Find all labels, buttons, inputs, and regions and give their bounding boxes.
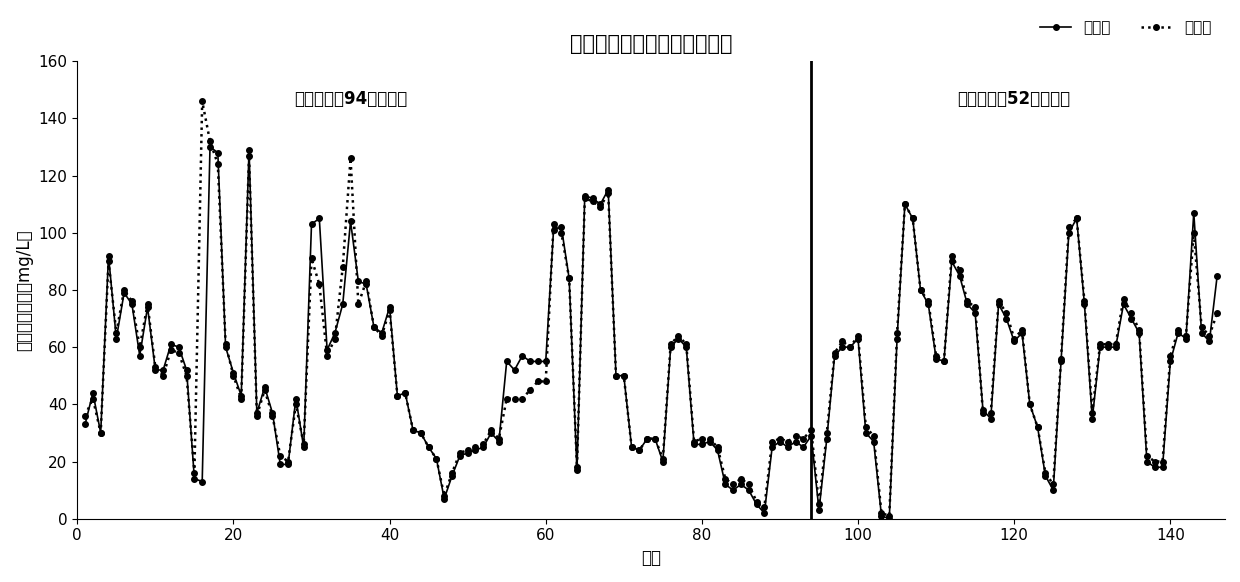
预测值: [195, 98, 210, 105]
实测值: [367, 324, 382, 331]
预测值: [749, 498, 764, 505]
预测值: [882, 512, 897, 519]
实测值: [882, 515, 897, 522]
Line: 预测值: 预测值: [82, 98, 1220, 519]
预测值: [405, 427, 420, 434]
实测值: [218, 343, 233, 350]
预测值: [1210, 309, 1225, 316]
实测值: [202, 143, 217, 150]
预测值: [656, 455, 671, 462]
实测值: [405, 427, 420, 434]
实测值: [78, 421, 93, 428]
Text: 仿真过程（94个点位）: 仿真过程（94个点位）: [294, 90, 407, 108]
预测值: [78, 412, 93, 419]
Title: 人工神经网络仿真与验证过程: 人工神经网络仿真与验证过程: [570, 34, 733, 54]
实测值: [656, 458, 671, 465]
Text: 验证过程（52个点位）: 验证过程（52个点位）: [957, 90, 1071, 108]
实测值: [1210, 272, 1225, 279]
预测值: [358, 278, 373, 285]
Line: 实测值: 实测值: [82, 144, 1220, 521]
实测值: [358, 281, 373, 288]
实测值: [749, 501, 764, 508]
Legend: 实测值, 预测值: 实测值, 预测值: [1034, 14, 1218, 41]
X-axis label: 点位: 点位: [641, 549, 661, 567]
Y-axis label: 出水总氮浓度（mg/L）: 出水总氮浓度（mg/L）: [15, 229, 33, 351]
预测值: [218, 341, 233, 348]
预测值: [367, 324, 382, 331]
